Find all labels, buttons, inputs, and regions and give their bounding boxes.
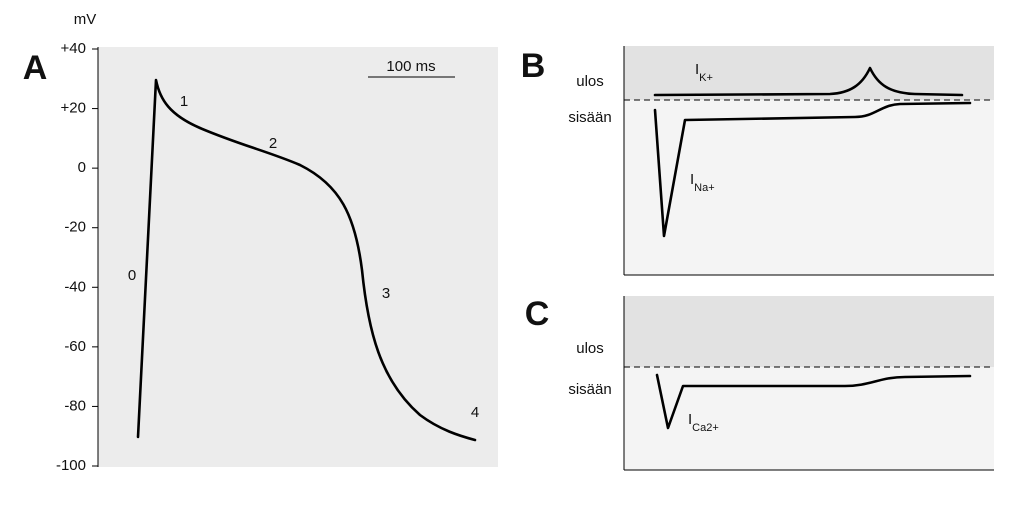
y-tick-label: -40 xyxy=(64,278,86,295)
panel-label: C xyxy=(525,295,550,333)
action-potential xyxy=(136,78,477,442)
unit: mV xyxy=(74,11,97,28)
phase-label: 0 xyxy=(128,267,136,284)
y-tick-label: -80 xyxy=(64,397,86,414)
outward-region xyxy=(624,46,994,100)
na-current xyxy=(653,101,972,238)
y-tick-label: -20 xyxy=(64,219,86,236)
subscript: K+ xyxy=(699,72,713,84)
y-tick-label: +40 xyxy=(61,40,86,57)
outward-label: ulos xyxy=(576,340,604,357)
symbol: I xyxy=(688,411,692,428)
phase-label: 4 xyxy=(471,404,479,421)
current-label: IK+ xyxy=(695,61,713,84)
current-label: ICa2+ xyxy=(688,411,719,434)
inward-label: sisään xyxy=(568,109,611,126)
current-label: INa+ xyxy=(690,171,715,194)
panel-a-bg xyxy=(98,47,498,467)
subscript: Na+ xyxy=(694,182,715,194)
inward-region xyxy=(624,100,994,275)
subscript: Ca2+ xyxy=(692,422,719,434)
symbol: I xyxy=(690,171,694,188)
k-current xyxy=(653,66,964,97)
outward-region xyxy=(624,296,994,367)
inward-label: sisään xyxy=(568,381,611,398)
scale-bar-label: 100 ms xyxy=(386,58,435,75)
y-tick-label: -60 xyxy=(64,338,86,355)
y-ticks: +40 +20 0 -20 -40 -60 -80 -100 xyxy=(56,40,98,474)
symbol: I xyxy=(695,61,699,78)
phase-label: 3 xyxy=(382,285,390,302)
panel-label: B xyxy=(521,47,546,85)
phase-label: 2 xyxy=(269,135,277,152)
phase-label: 1 xyxy=(180,93,188,110)
outward-label: ulos xyxy=(576,73,604,90)
y-tick-label: +20 xyxy=(61,100,86,117)
ca-current xyxy=(655,373,972,430)
y-tick-label: 0 xyxy=(78,159,86,176)
panel-label: A xyxy=(23,49,48,87)
y-tick-label: -100 xyxy=(56,457,86,474)
inward-region xyxy=(624,367,994,470)
